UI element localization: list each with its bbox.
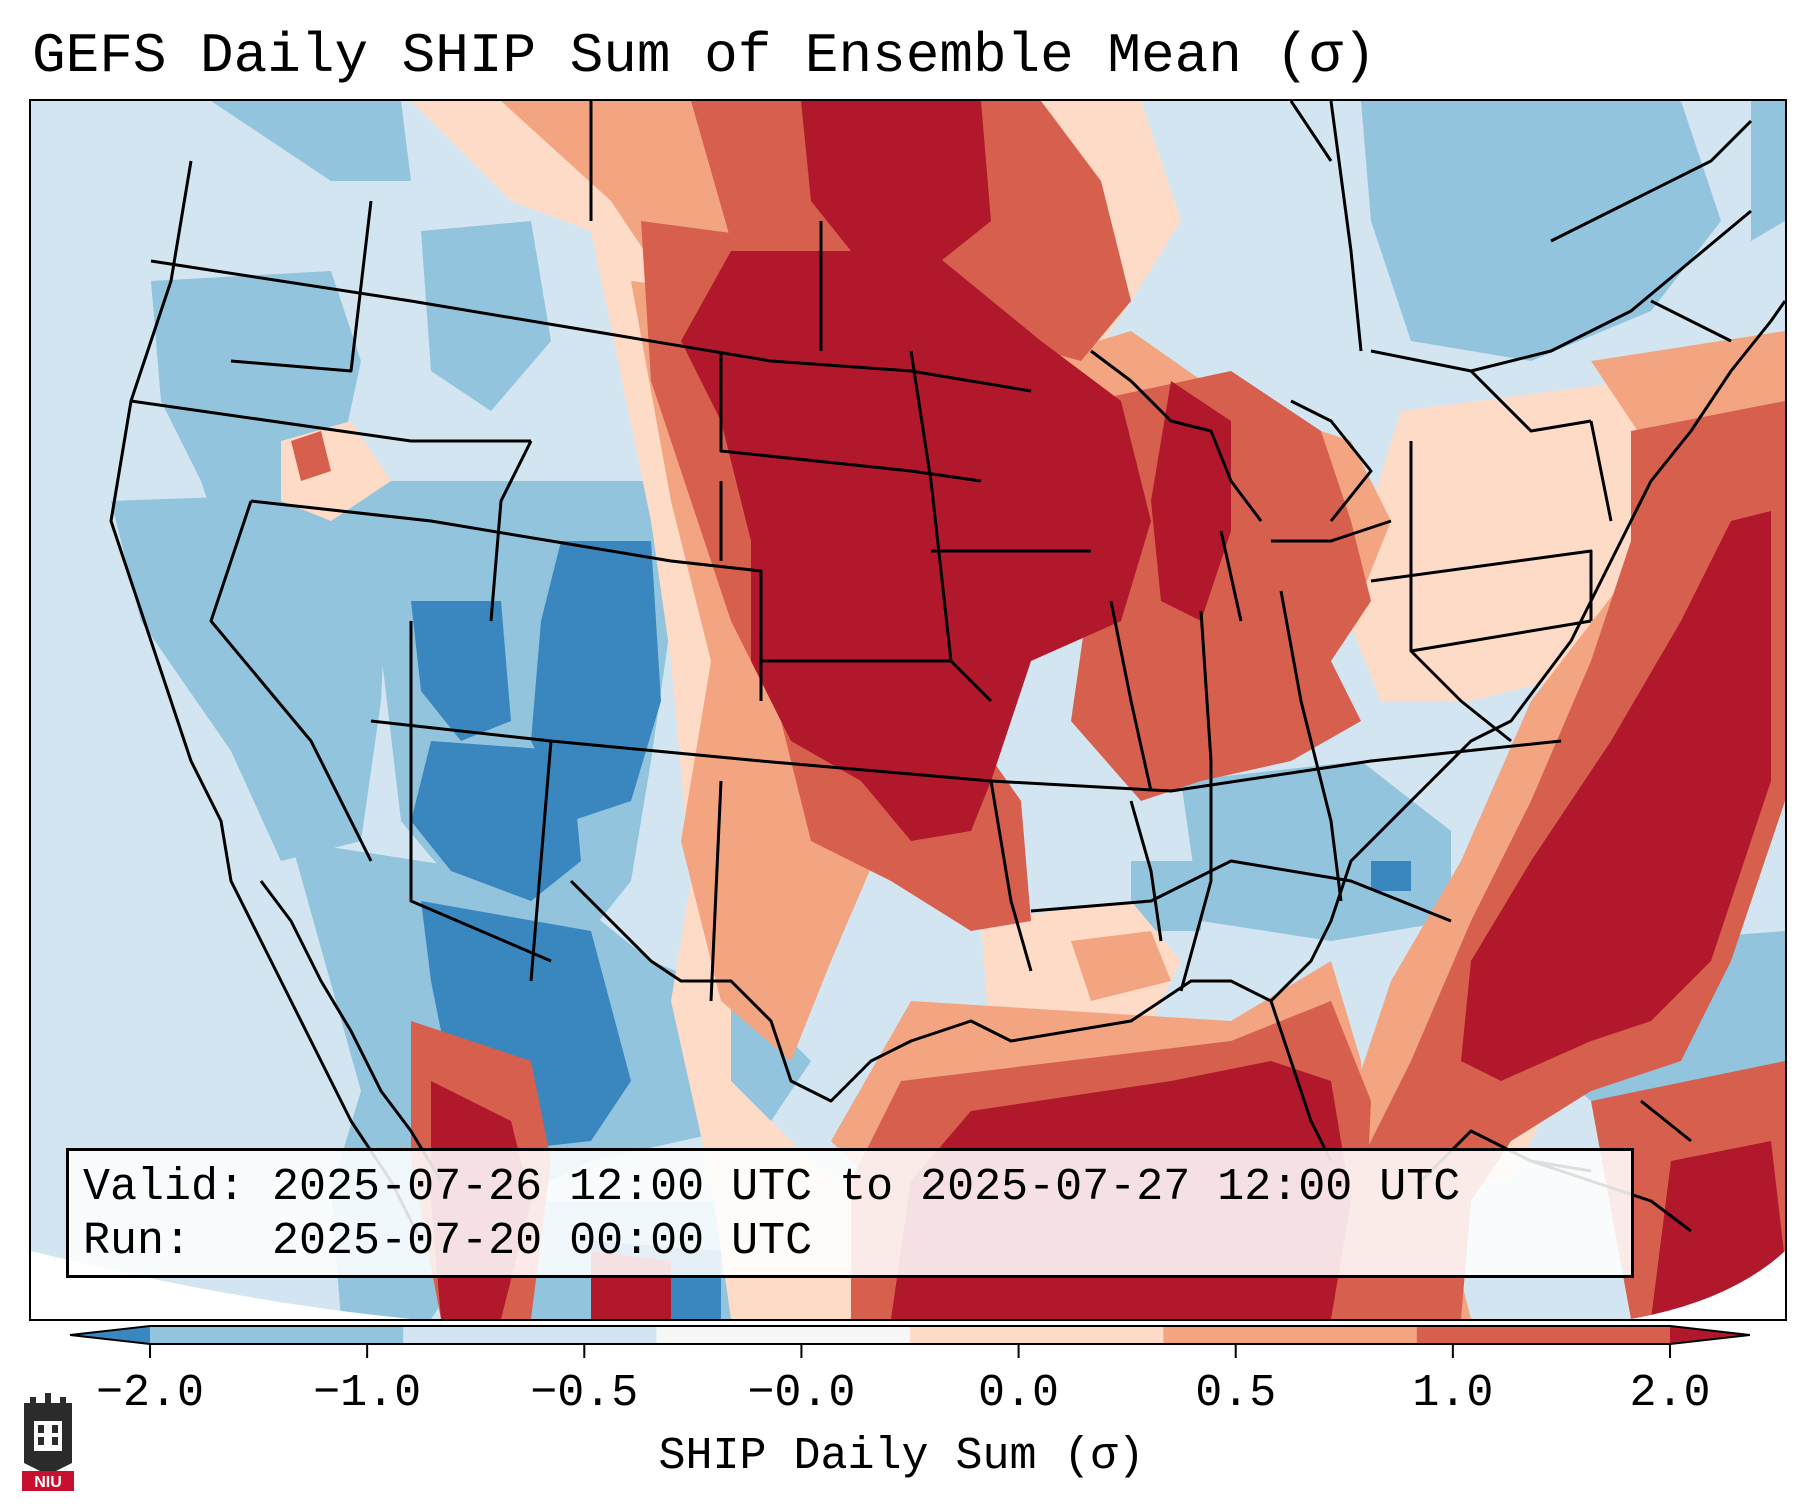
domain-edge-right [1631,1251,1785,1319]
map-title: GEFS Daily SHIP Sum of Ensemble Mean (σ) [32,24,1377,88]
colorbar-tick-label: 0.5 [1195,1368,1277,1419]
run-value: 2025-07-20 00:00 UTC [272,1216,813,1267]
map-panel [29,99,1787,1321]
niu-logo: NIU [20,1393,76,1498]
domain-edge [31,1251,411,1319]
colorbar [69,1318,1751,1371]
colorbar-tick-label: −0.5 [530,1368,639,1419]
info-box: Valid: 2025-07-26 12:00 UTC to 2025-07-2… [66,1148,1634,1278]
colorbar-extend-low [70,1326,150,1344]
run-time-line: Run: 2025-07-20 00:00 UTC [83,1215,1617,1269]
svg-text:NIU: NIU [34,1474,62,1491]
run-label: Run: [83,1216,192,1267]
valid-time-line: Valid: 2025-07-26 12:00 UTC to 2025-07-2… [83,1161,1617,1215]
colorbar-tick-label: 0.0 [978,1368,1060,1419]
valid-value: 2025-07-26 12:00 UTC to 2025-07-27 12:00… [272,1162,1461,1213]
colorbar-tick-label: −0.0 [747,1368,856,1419]
colorbar-segment [1163,1326,1417,1344]
colorbar-segment [150,1326,404,1344]
colorbar-tick-label: 2.0 [1629,1368,1711,1419]
university-seal-icon: NIU [22,1393,74,1491]
colorbar-tick-label: 1.0 [1412,1368,1494,1419]
colorbar-svg [69,1325,1751,1358]
colorbar-label: SHIP Daily Sum (σ) [658,1431,1145,1482]
valid-label: Valid: [83,1162,246,1213]
colorbar-tick-label: −1.0 [313,1368,422,1419]
colorbar-segment [656,1326,910,1344]
colorbar-segment [910,1326,1164,1344]
colorbar-segment [1416,1326,1670,1344]
colorbar-segment [403,1326,657,1344]
colorbar-extend-high [1670,1326,1750,1344]
colorbar-tick-label: −2.0 [95,1368,205,1419]
ship-anomaly-map [31,101,1785,1319]
